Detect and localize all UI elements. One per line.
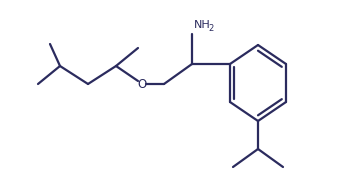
Text: O: O <box>137 77 147 90</box>
Text: NH: NH <box>194 20 211 30</box>
Text: 2: 2 <box>208 24 213 33</box>
